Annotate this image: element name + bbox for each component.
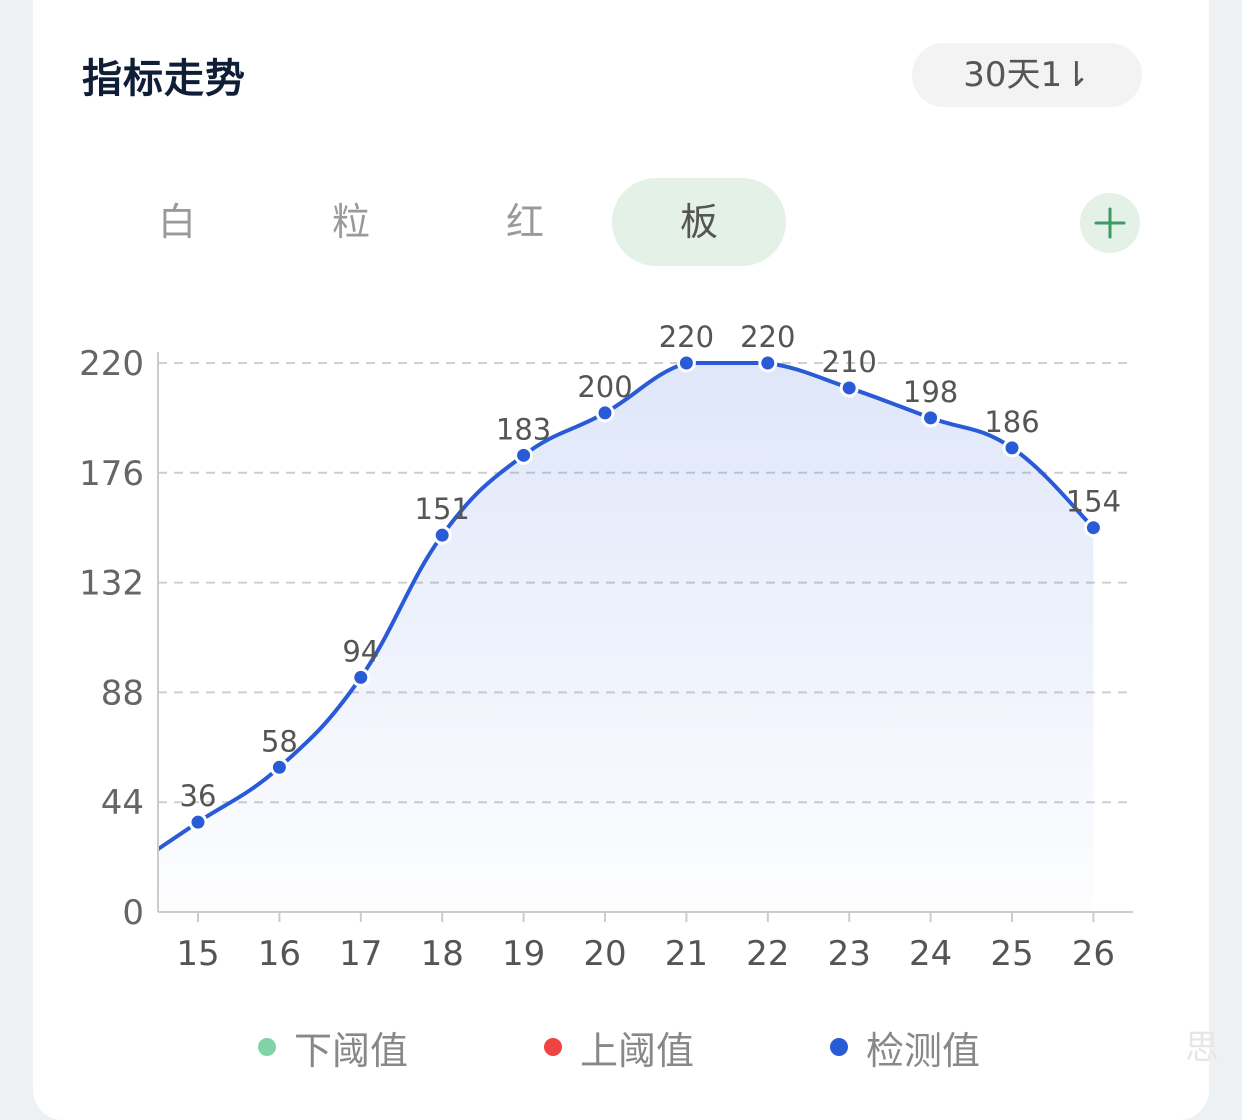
data-point <box>351 667 371 687</box>
data-point <box>514 445 534 465</box>
data-point <box>839 378 859 398</box>
x-tick-label: 17 <box>339 934 382 974</box>
data-label: 200 <box>577 370 632 404</box>
y-tick-label: 88 <box>101 673 144 713</box>
data-label: 58 <box>261 724 298 758</box>
data-point <box>1002 438 1022 458</box>
x-tick-label: 23 <box>828 934 871 974</box>
legend-label-upper: 上阈值 <box>580 1028 695 1073</box>
legend-item-measured[interactable]: 检测值 <box>830 1022 981 1073</box>
data-label: 183 <box>496 412 551 446</box>
data-label: 154 <box>1066 485 1121 519</box>
data-label: 198 <box>903 375 958 409</box>
legend-label-lower: 下阈值 <box>294 1028 409 1073</box>
x-tick-label: 16 <box>258 934 301 974</box>
green-dot-icon <box>258 1038 276 1056</box>
y-tick-label: 132 <box>79 564 144 604</box>
data-point <box>758 353 778 373</box>
y-tick-label: 44 <box>101 783 144 823</box>
data-point <box>921 408 941 428</box>
watermark: 思 <box>1185 1028 1219 1068</box>
legend-item-lower[interactable]: 下阈值 <box>258 1022 409 1073</box>
data-label: 220 <box>659 320 714 354</box>
data-label: 151 <box>415 492 470 526</box>
data-points <box>188 353 1103 832</box>
data-label: 36 <box>180 779 217 813</box>
x-tick-label: 22 <box>746 934 789 974</box>
data-point <box>1083 518 1103 538</box>
data-label: 210 <box>822 345 877 379</box>
x-tick-label: 24 <box>909 934 952 974</box>
add-button[interactable] <box>1080 193 1140 253</box>
data-labels: 36 58 94 151 183 200 220 220 210 198 186 154 <box>180 320 1122 813</box>
date-range-dropdown[interactable]: 30天1⇂ <box>912 43 1142 107</box>
legend-item-upper[interactable]: 上阈值 <box>544 1022 695 1073</box>
x-tick-label: 15 <box>176 934 219 974</box>
data-point <box>595 403 615 423</box>
tab-platelet[interactable]: 板 <box>612 178 786 266</box>
data-point <box>676 353 696 373</box>
data-point <box>188 812 208 832</box>
x-tick-label: 25 <box>990 934 1033 974</box>
x-tick-label: 21 <box>665 934 708 974</box>
data-label: 220 <box>740 320 795 354</box>
trend-chart: 0 44 88 132 176 220 15 16 17 18 19 20 21 22 23 24 25 26 3… <box>79 320 1133 974</box>
data-point <box>432 525 452 545</box>
x-tick-label: 20 <box>583 934 626 974</box>
x-tick-label: 26 <box>1072 934 1115 974</box>
data-label: 94 <box>342 634 379 668</box>
data-point <box>269 757 289 777</box>
tab-red[interactable]: 红 <box>505 200 544 244</box>
legend-label-measured: 检测值 <box>866 1028 981 1073</box>
x-tick-label: 19 <box>502 934 545 974</box>
tab-particle[interactable]: 粒 <box>331 200 370 244</box>
plus-icon <box>1094 207 1126 239</box>
blue-dot-icon <box>830 1038 848 1056</box>
tab-white[interactable]: 白 <box>157 200 196 244</box>
y-tick-label: 220 <box>79 344 144 384</box>
axes: 0 44 88 132 176 220 15 16 17 18 19 20 21 22 23 24 25 26 <box>79 344 1133 974</box>
red-dot-icon <box>544 1038 562 1056</box>
x-tick-label: 18 <box>421 934 464 974</box>
y-tick-label: 176 <box>79 454 144 494</box>
series-area <box>158 362 1094 912</box>
page-title: 指标走势 <box>82 56 246 102</box>
y-tick-label: 0 <box>122 893 144 933</box>
data-label: 186 <box>984 405 1039 439</box>
